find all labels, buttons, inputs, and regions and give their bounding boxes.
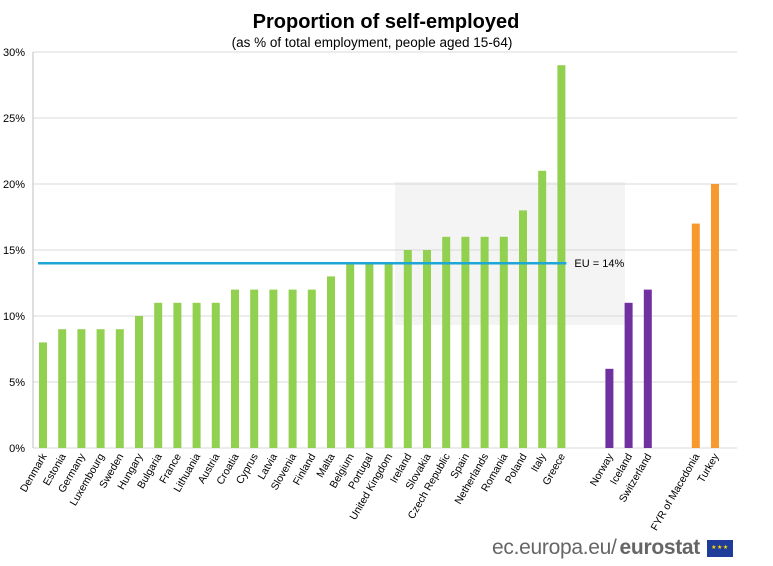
eu-flag-icon: ★★★ [707, 539, 733, 557]
bar-germany [77, 329, 86, 448]
x-axis-labels: DenmarkEstoniaGermanyLuxembourgSwedenHun… [18, 451, 722, 533]
x-tick-label: FYR of Macedonia [649, 451, 703, 532]
y-tick-label: 15% [3, 245, 25, 257]
bar-hungary [135, 316, 143, 448]
bar-united-kingdom [384, 263, 393, 448]
bar-belgium [346, 263, 355, 448]
bar-poland [519, 210, 527, 448]
bar-turkey [711, 184, 719, 448]
bar-netherlands [480, 236, 489, 448]
y-tick-label: 5% [9, 377, 25, 389]
y-tick-label: 25% [3, 113, 25, 125]
bar-slovenia [288, 289, 297, 448]
highlight-box [395, 182, 625, 325]
bar-switzerland [643, 289, 652, 448]
bar-greece [557, 65, 566, 448]
bar-slovakia [423, 250, 431, 448]
bar-sweden [115, 329, 124, 448]
y-tick-label: 20% [3, 179, 25, 191]
y-tick-label: 0% [9, 443, 25, 455]
bar-iceland [624, 302, 633, 448]
eu-average-label: EU = 14% [574, 258, 624, 270]
bar-italy [538, 170, 547, 449]
bar-austria [211, 302, 220, 448]
bar-romania [499, 236, 508, 448]
bar-spain [461, 236, 470, 448]
eu-reference: EU = 14% [38, 258, 624, 270]
y-tick-label: 10% [3, 311, 25, 323]
bar-czech-republic [442, 236, 451, 448]
bar-lithuania [192, 302, 201, 448]
bar-estonia [58, 329, 67, 448]
bar-cyprus [250, 289, 259, 448]
y-axis-ticks: 0% 5% 10% 15% 20% 25% 30% [3, 47, 25, 455]
bar-luxembourg [96, 329, 105, 448]
bars [39, 65, 719, 449]
bar-france [173, 302, 182, 448]
bar-denmark [39, 342, 47, 448]
bar-latvia [269, 289, 278, 448]
bar-malta [327, 276, 335, 448]
chart-subtitle: (as % of total employment, people aged 1… [232, 35, 513, 50]
bar-portugal [365, 263, 374, 448]
footer-brand: eurostat [619, 536, 701, 559]
footer: ec.europa.eu/ eurostat ★★★ [492, 536, 733, 560]
bar-fyr-of-macedonia [691, 223, 700, 448]
y-tick-label: 30% [3, 47, 25, 59]
bar-bulgaria [154, 302, 163, 448]
chart-title: Proportion of self-employed [253, 11, 520, 33]
bar-finland [307, 289, 316, 448]
bar-ireland [403, 250, 412, 448]
footer-site: ec.europa.eu/ [492, 536, 617, 559]
bar-croatia [231, 289, 239, 448]
bar-norway [605, 368, 614, 448]
